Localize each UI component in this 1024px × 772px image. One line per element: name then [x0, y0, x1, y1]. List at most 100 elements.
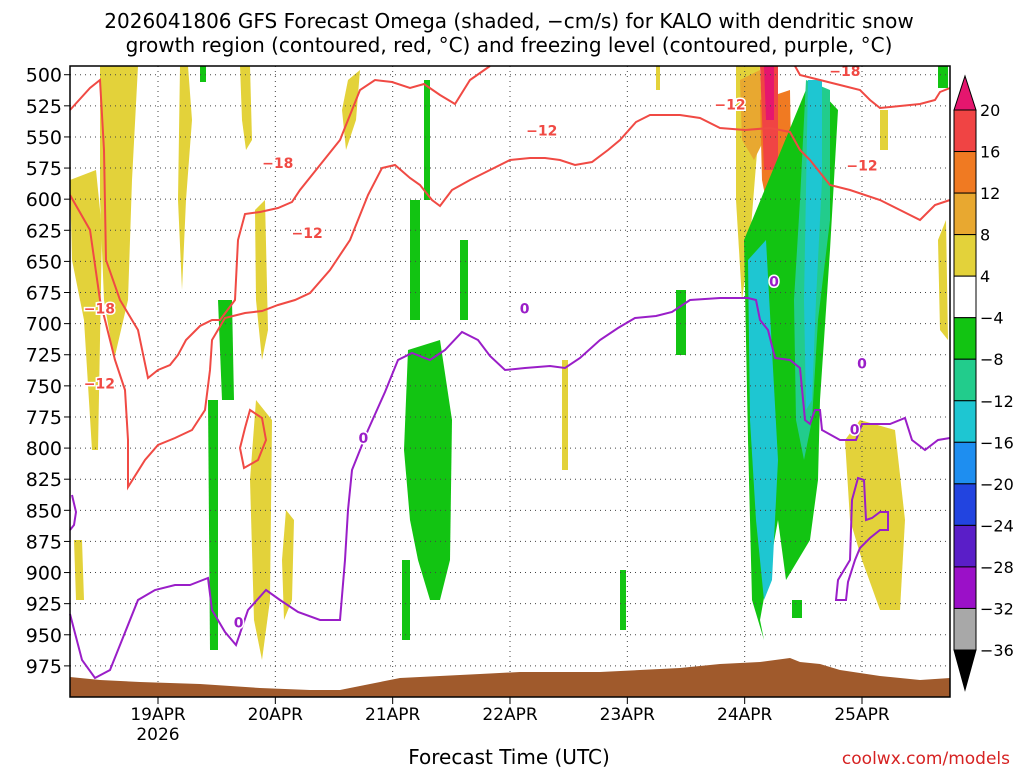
y-tick-label: 925	[26, 594, 62, 616]
y-tick-label: 875	[26, 531, 62, 553]
shade-yellow-5	[250, 400, 272, 660]
colorbar-label: 16	[980, 143, 1000, 162]
contour-zero-main	[69, 297, 951, 680]
shade-orange-1	[740, 70, 764, 160]
contour-label: −12	[846, 159, 877, 175]
freezing-level-contours	[69, 297, 951, 680]
shade-cyan-2	[804, 80, 822, 410]
y-tick-label: 600	[26, 189, 62, 211]
y-tick-label: 800	[26, 438, 62, 460]
contour-label: −12	[526, 124, 557, 140]
y-tick-label: 950	[26, 625, 62, 647]
colorbar-label: 20	[980, 101, 1000, 120]
x-tick-label: 21APR	[365, 705, 421, 725]
x-axis-label: Forecast Time (UTC)	[408, 745, 610, 768]
chart-subtitle: growth region (contoured, red, °C) and f…	[126, 33, 893, 57]
contour-label: 0	[520, 302, 530, 318]
y-tick-label: 575	[26, 158, 62, 180]
grid	[70, 66, 950, 697]
colorbar-swatch	[953, 566, 977, 609]
shade-green-10	[792, 600, 802, 618]
y-tick-label: 675	[26, 283, 62, 305]
x-tick-label: 23APR	[600, 705, 656, 725]
colorbar-label: 12	[980, 184, 1000, 203]
contour-label: −18	[829, 64, 860, 80]
colorbar-label: −8	[980, 350, 1004, 369]
shade-yellow-2	[70, 170, 102, 450]
dgz-contours	[69, 65, 951, 491]
shade-green-9	[620, 570, 626, 630]
contour-label: −12	[84, 376, 115, 392]
shade-yellow-15	[74, 540, 84, 600]
shade-green-3	[424, 80, 430, 200]
shade-yellow-14	[562, 360, 568, 470]
shade-yellow-11	[880, 110, 888, 150]
colorbar-swatch	[953, 317, 977, 360]
colorbar-swatch	[953, 607, 977, 651]
shade-green-4	[460, 240, 468, 320]
colorbar: 20 16 12 8 4 −4 −8 −12 −16 −20 −24 −28 −32 −36	[953, 74, 1014, 692]
colorbar-swatch	[953, 524, 977, 568]
y-tick-label: 500	[26, 65, 62, 87]
y-tick-label: 825	[26, 469, 62, 491]
y-tick-label: 850	[26, 500, 62, 522]
colorbar-label: −20	[980, 475, 1014, 494]
contour-labels: −18 −18 −12 −12 −12 −12 −18 −12 0 0 0 0 0 0	[82, 62, 879, 632]
colorbar-swatch	[953, 109, 977, 153]
shade-yellow-12	[938, 220, 948, 340]
contour-label: −18	[84, 302, 115, 318]
colorbar-label: −36	[980, 641, 1014, 660]
contour-label: −18	[262, 156, 293, 172]
contour-minus18-dgz-loop	[238, 408, 268, 470]
colorbar-label: −16	[980, 433, 1014, 452]
shade-yellow-6	[282, 510, 294, 620]
y-tick-label: 650	[26, 251, 62, 273]
y-axis: 500 525 550 575 600 625 650 675 700 725 750 775 800 8…	[26, 65, 70, 678]
shade-yellow-1	[100, 66, 138, 360]
colorbar-label: −24	[980, 516, 1014, 535]
colorbar-label: 4	[980, 267, 990, 286]
colorbar-label: −28	[980, 558, 1014, 577]
contour-label: 0	[857, 356, 867, 372]
y-tick-label: 775	[26, 407, 62, 429]
shade-magenta-1	[764, 66, 774, 120]
colorbar-max-arrow	[953, 74, 977, 111]
y-tick-label: 525	[26, 96, 62, 118]
x-tick-label: 19APR	[130, 705, 186, 725]
colorbar-min-arrow	[953, 649, 977, 692]
colorbar-swatch	[953, 192, 977, 236]
y-tick-label: 975	[26, 656, 62, 678]
shade-yellow-3	[178, 66, 192, 290]
contour-label: −12	[292, 226, 323, 242]
colorbar-label: −4	[980, 309, 1004, 328]
x-tick-label: 22APR	[482, 705, 538, 725]
colorbar-swatch	[953, 234, 977, 277]
colorbar-swatch	[953, 400, 977, 443]
contour-label: 0	[358, 431, 368, 447]
contour-label: −12	[714, 98, 745, 114]
shade-green-8	[676, 290, 686, 355]
shade-yellow-13	[656, 66, 660, 90]
watermark: coolwx.com/models	[842, 749, 1010, 768]
contour-zero-loop-left	[69, 494, 78, 531]
shade-yellow-7	[255, 200, 268, 360]
shade-green-13	[938, 66, 948, 88]
terrain-strip	[70, 658, 950, 697]
x-tick-label: 20APR	[248, 705, 304, 725]
contour-label: 0	[850, 422, 860, 438]
chart-title: 2026041806 GFS Forecast Omega (shaded, −…	[104, 9, 913, 33]
colorbar-swatch	[953, 151, 977, 194]
contour-minus12-left	[69, 114, 951, 491]
colorbar-swatch	[953, 483, 977, 526]
y-tick-label: 625	[26, 220, 62, 242]
y-tick-label: 900	[26, 563, 62, 585]
y-tick-label: 700	[26, 314, 62, 336]
shade-green-12	[200, 66, 206, 82]
y-tick-label: 550	[26, 127, 62, 149]
x-tick-label: 25APR	[834, 705, 890, 725]
x-tick-sublabel: 2026	[136, 725, 179, 745]
colorbar-label: −32	[980, 599, 1014, 618]
colorbar-swatch	[953, 275, 977, 319]
y-tick-label: 750	[26, 376, 62, 398]
